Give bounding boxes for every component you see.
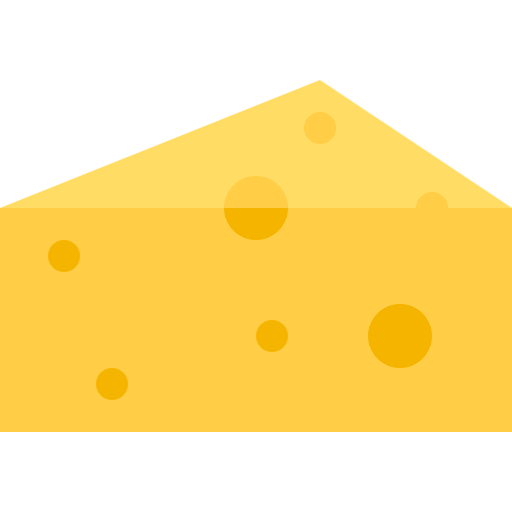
cheese-hole-front-half — [224, 208, 288, 240]
cheese-hole — [368, 304, 432, 368]
cheese-hole-top-half — [224, 176, 288, 208]
cheese-hole — [304, 112, 336, 144]
cheese-top-face — [0, 80, 512, 208]
cheese-hole — [416, 192, 448, 224]
cheese-hole-split — [224, 176, 288, 240]
cheese-hole — [96, 368, 128, 400]
cheese-front-face — [0, 208, 512, 432]
cheese-hole — [256, 320, 288, 352]
cheese-hole — [48, 240, 80, 272]
